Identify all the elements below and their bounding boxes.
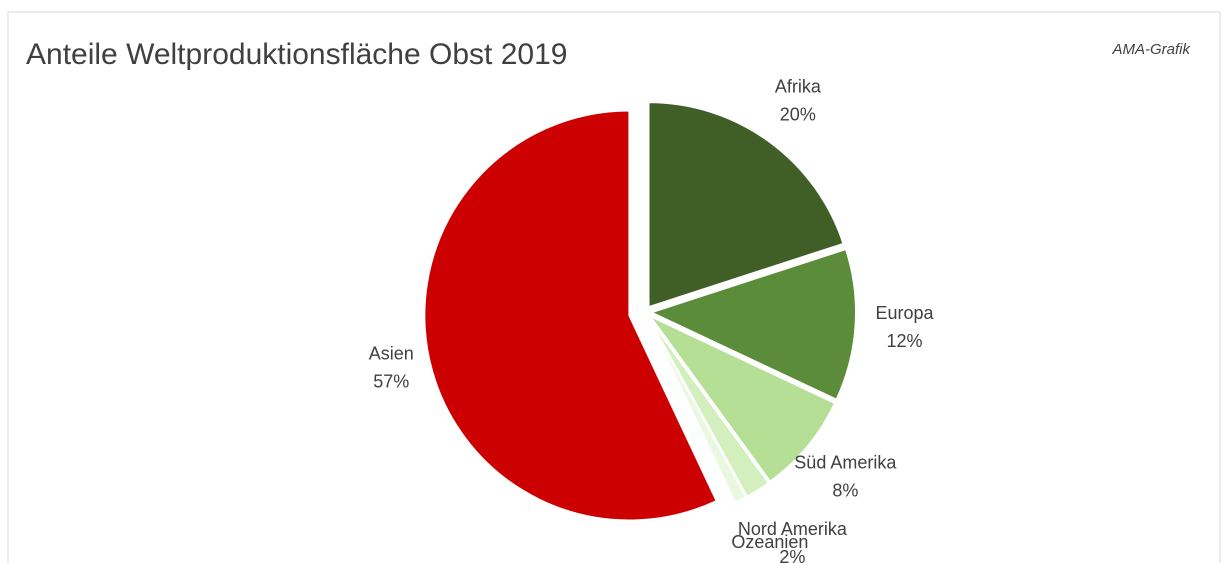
pie-slice — [648, 314, 837, 484]
slice-value-label: 8% — [832, 480, 858, 500]
pie-slice — [646, 316, 748, 505]
slice-label: Nord Amerika — [738, 519, 848, 539]
slice-label: Süd Amerika — [794, 452, 897, 472]
pie-slice — [648, 247, 857, 401]
slice-value-label: 12% — [886, 331, 922, 351]
slice-value-label: 57% — [373, 371, 409, 391]
slice-label: Europa — [875, 303, 934, 323]
pie-slice — [647, 101, 845, 309]
slice-value-label: 20% — [780, 104, 816, 124]
slice-value-label: 1% — [757, 560, 783, 563]
pie-slice — [423, 109, 719, 522]
slice-label: Afrika — [775, 76, 822, 96]
slice-value-label: 2% — [779, 547, 805, 563]
source-label: AMA-Grafik — [1111, 41, 1191, 58]
slice-label: Asien — [369, 343, 414, 363]
slice-label: Ozeanien — [731, 532, 808, 552]
chart-title: Anteile Weltproduktionsfläche Obst 2019 — [26, 38, 567, 71]
